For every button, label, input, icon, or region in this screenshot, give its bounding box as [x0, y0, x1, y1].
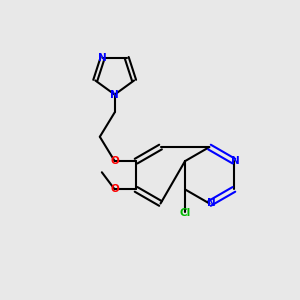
Text: N: N — [207, 199, 216, 208]
Text: N: N — [231, 156, 240, 166]
Text: Cl: Cl — [179, 208, 191, 218]
Text: O: O — [110, 184, 119, 194]
Text: N: N — [98, 52, 107, 63]
Text: N: N — [110, 90, 119, 100]
Text: O: O — [110, 156, 119, 166]
